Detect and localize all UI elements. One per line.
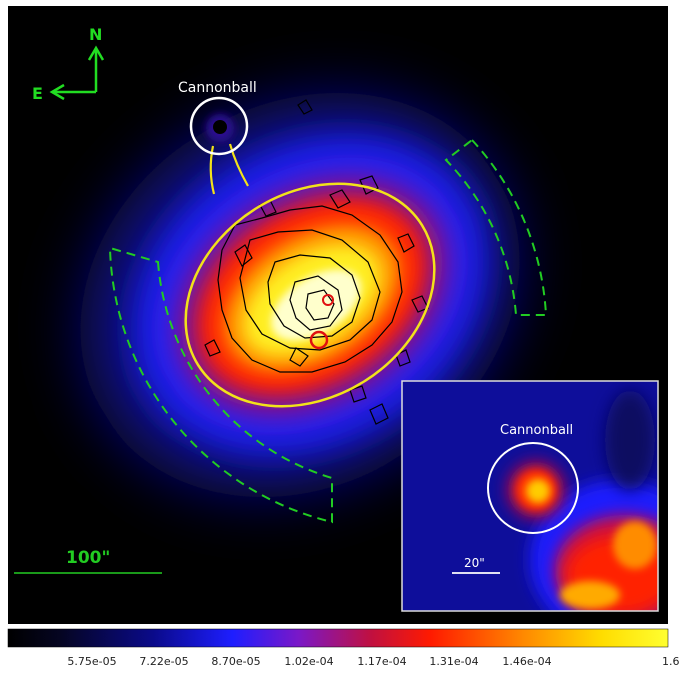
cannonball-label: Cannonball: [178, 80, 257, 96]
colorbar-tick-label: 1.17e-04: [357, 655, 406, 668]
colorbar-tick-label: 1.46e-04: [502, 655, 551, 668]
compass: [49, 45, 105, 101]
scale-bar-label: 100": [66, 548, 110, 568]
background-sector-east: [108, 246, 333, 524]
compass-east-label: E: [32, 84, 43, 103]
colorbar-tick-label: 8.70e-05: [211, 655, 260, 668]
inset-cannonball-label: Cannonball: [500, 423, 573, 438]
point-source-marker: [322, 294, 334, 306]
compass-north-label: N: [89, 25, 102, 44]
cannonball-tail: [209, 143, 249, 195]
colorbar: 5.75e-05 7.22e-05 8.70e-05 1.02e-04 1.17e-04…: [7, 628, 680, 668]
central-region-ellipse: [184, 182, 436, 408]
colorbar-tick-label: 1.02e-04: [284, 655, 333, 668]
inset-cannonball-circle: [487, 442, 579, 534]
inset-panel: Cannonball 20": [401, 380, 659, 612]
colorbar-tick-label: 1.31e-04: [429, 655, 478, 668]
colorbar-tick-label: 1.6: [662, 655, 680, 668]
background-sector-west: [444, 138, 548, 316]
cannonball-circle: [189, 96, 249, 156]
colorbar-tick-label: 5.75e-05: [67, 655, 116, 668]
contour-lines: [204, 99, 429, 425]
inset-scale-label: 20": [464, 556, 485, 570]
colorbar-tick-label: 7.22e-05: [139, 655, 188, 668]
point-source-marker: [309, 330, 329, 350]
